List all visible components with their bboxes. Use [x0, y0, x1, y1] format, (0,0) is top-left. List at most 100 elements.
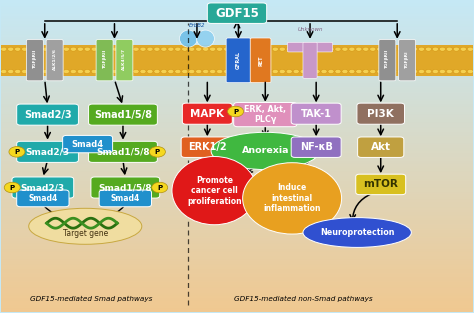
Bar [1, 294, 473, 296]
Bar [1, 107, 473, 110]
FancyBboxPatch shape [291, 137, 341, 157]
FancyBboxPatch shape [91, 177, 160, 198]
Bar [1, 102, 473, 105]
Circle shape [189, 69, 195, 74]
Circle shape [112, 47, 118, 51]
Circle shape [210, 69, 216, 74]
Bar [1, 260, 473, 263]
Text: Smad1/5/8: Smad1/5/8 [94, 110, 152, 120]
Bar [1, 9, 473, 12]
Bar [1, 249, 473, 252]
Text: Smad4: Smad4 [111, 194, 140, 203]
Bar [1, 128, 473, 131]
Circle shape [467, 69, 474, 74]
Bar [1, 138, 473, 141]
Bar [1, 56, 473, 58]
Bar [1, 278, 473, 280]
Text: Target gene: Target gene [63, 228, 108, 238]
Text: RET: RET [258, 55, 263, 66]
Bar [1, 118, 473, 120]
Circle shape [161, 47, 167, 51]
Circle shape [439, 69, 446, 74]
Text: MAPK: MAPK [191, 109, 224, 119]
Circle shape [9, 146, 25, 157]
Bar [1, 27, 473, 30]
Circle shape [56, 47, 63, 51]
FancyBboxPatch shape [356, 174, 406, 195]
Text: ERK, Akt,
PLCγ: ERK, Akt, PLCγ [244, 105, 286, 124]
Circle shape [432, 69, 438, 74]
Bar [1, 273, 473, 275]
FancyBboxPatch shape [116, 39, 133, 81]
Bar [1, 58, 473, 61]
Circle shape [342, 47, 348, 51]
FancyBboxPatch shape [17, 104, 78, 125]
Circle shape [314, 47, 320, 51]
Circle shape [8, 69, 14, 74]
Circle shape [426, 47, 431, 51]
FancyBboxPatch shape [250, 38, 271, 83]
Circle shape [328, 47, 334, 51]
Bar [1, 43, 473, 45]
Bar [1, 172, 473, 175]
Circle shape [356, 47, 362, 51]
Circle shape [140, 69, 146, 74]
Circle shape [383, 47, 390, 51]
Circle shape [335, 47, 341, 51]
Bar [1, 126, 473, 128]
Circle shape [105, 47, 111, 51]
Circle shape [411, 69, 418, 74]
Text: TGFβRI: TGFβRI [405, 50, 409, 68]
Circle shape [147, 69, 153, 74]
Circle shape [307, 69, 313, 74]
Circle shape [230, 69, 237, 74]
Circle shape [377, 47, 383, 51]
Circle shape [196, 47, 202, 51]
Text: NF-κB: NF-κB [300, 142, 333, 152]
Bar [1, 247, 473, 249]
Circle shape [98, 47, 104, 51]
Circle shape [36, 69, 42, 74]
Circle shape [43, 47, 48, 51]
Circle shape [140, 47, 146, 51]
Circle shape [133, 69, 139, 74]
Circle shape [196, 69, 202, 74]
FancyBboxPatch shape [182, 103, 232, 124]
Bar [1, 64, 473, 66]
Text: TGFβRII: TGFβRII [385, 49, 389, 69]
Text: Akt: Akt [371, 142, 391, 152]
Circle shape [210, 47, 216, 51]
Circle shape [307, 47, 313, 51]
Bar [1, 50, 473, 53]
Circle shape [0, 69, 7, 74]
Bar [1, 97, 473, 100]
Circle shape [265, 69, 272, 74]
Bar [1, 131, 473, 133]
Bar [1, 203, 473, 206]
Bar [1, 198, 473, 200]
Bar [1, 33, 473, 35]
Circle shape [237, 47, 244, 51]
Circle shape [404, 69, 410, 74]
Circle shape [15, 69, 21, 74]
FancyBboxPatch shape [399, 39, 416, 81]
FancyBboxPatch shape [303, 42, 317, 78]
Text: PI3K: PI3K [367, 109, 394, 119]
Circle shape [77, 69, 83, 74]
Bar [1, 177, 473, 180]
Circle shape [432, 47, 438, 51]
Circle shape [64, 69, 70, 74]
Text: GDF15-mediated non-Smad pathways: GDF15-mediated non-Smad pathways [234, 296, 372, 302]
Circle shape [161, 69, 167, 74]
Circle shape [28, 69, 35, 74]
Bar [1, 95, 473, 97]
Bar [1, 190, 473, 193]
FancyBboxPatch shape [46, 39, 63, 81]
Circle shape [321, 69, 327, 74]
Circle shape [91, 47, 97, 51]
Bar [1, 237, 473, 239]
Circle shape [84, 69, 91, 74]
Bar [1, 242, 473, 244]
Bar [1, 151, 473, 154]
Bar [1, 299, 473, 301]
